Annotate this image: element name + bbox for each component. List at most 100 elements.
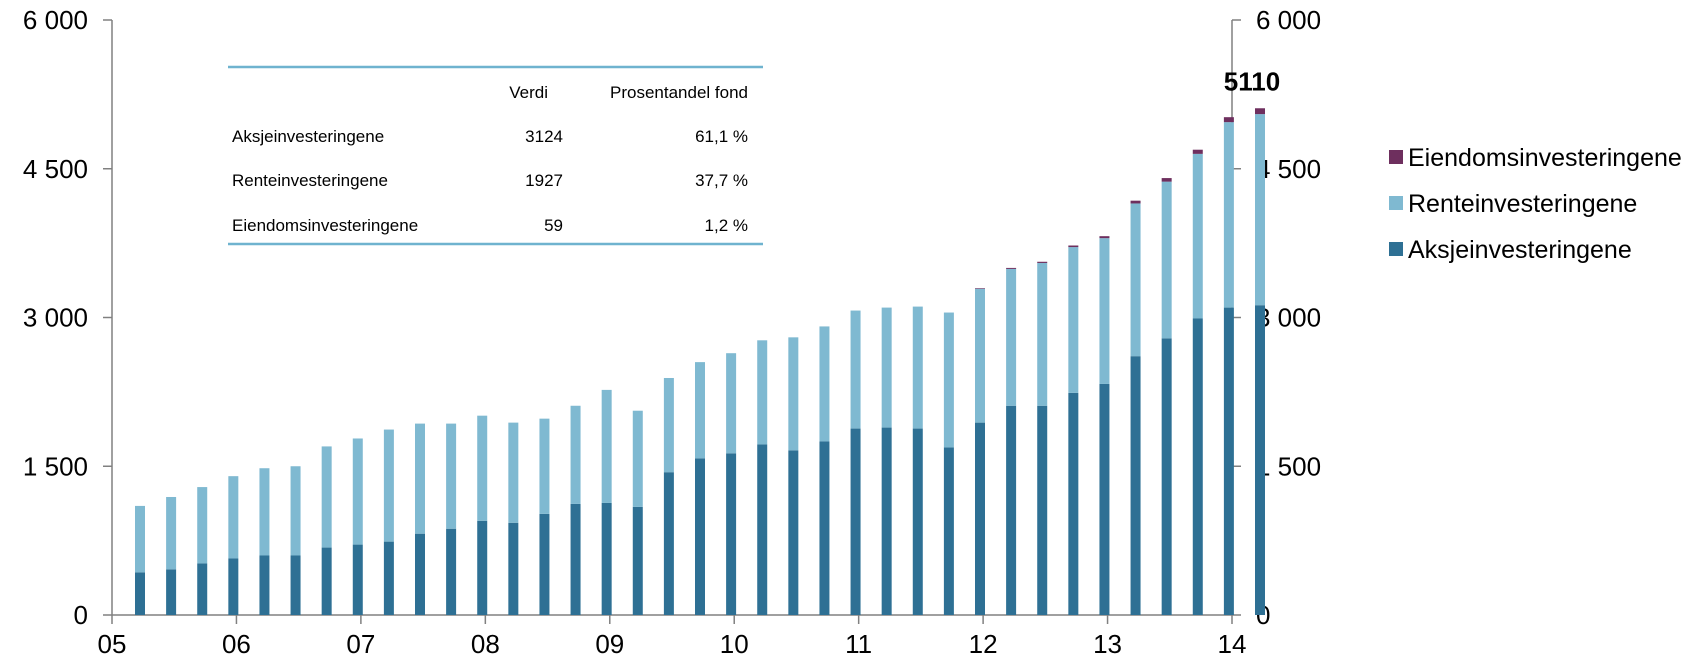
table-cell-label: Renteinvesteringene bbox=[232, 171, 388, 190]
x-tick-label: 06 bbox=[222, 629, 251, 659]
bar-renteinvesteringene bbox=[912, 306, 923, 429]
bar-aksjeinvesteringene bbox=[570, 503, 581, 615]
bar-renteinvesteringene bbox=[539, 418, 550, 514]
bar-renteinvesteringene bbox=[1130, 203, 1141, 357]
bar-aksjeinvesteringene bbox=[197, 563, 208, 615]
bar-aksjeinvesteringene bbox=[1192, 318, 1203, 615]
bar-aksjeinvesteringene bbox=[632, 506, 643, 615]
bar-eiendomsinvesteringene bbox=[1192, 149, 1203, 154]
bar-renteinvesteringene bbox=[290, 466, 301, 556]
bar-eiendomsinvesteringene bbox=[1161, 178, 1172, 182]
bar-aksjeinvesteringene bbox=[321, 547, 332, 615]
bar-aksjeinvesteringene bbox=[477, 520, 488, 615]
bar-renteinvesteringene bbox=[1068, 247, 1079, 393]
legend-swatch bbox=[1389, 242, 1403, 256]
bar-aksjeinvesteringene bbox=[228, 558, 239, 615]
bar-renteinvesteringene bbox=[1192, 153, 1203, 319]
bar-renteinvesteringene bbox=[1161, 181, 1172, 339]
bar-renteinvesteringene bbox=[446, 423, 457, 529]
bar-aksjeinvesteringene bbox=[1255, 305, 1265, 615]
x-tick-label: 14 bbox=[1218, 629, 1247, 659]
bar-aksjeinvesteringene bbox=[850, 428, 861, 615]
bar-eiendomsinvesteringene bbox=[1130, 200, 1141, 204]
y-tick-label-right: 3 000 bbox=[1256, 303, 1321, 333]
table-cell-value: 59 bbox=[544, 216, 563, 235]
bar-renteinvesteringene bbox=[508, 422, 519, 523]
bar-aksjeinvesteringene bbox=[135, 572, 145, 615]
table-cell-value: 1927 bbox=[525, 171, 563, 190]
bar-renteinvesteringene bbox=[1006, 268, 1017, 406]
bar-renteinvesteringene bbox=[1099, 238, 1110, 384]
y-tick-label-right: 6 000 bbox=[1256, 5, 1321, 35]
bar-aksjeinvesteringene bbox=[1037, 405, 1048, 615]
bar-eiendomsinvesteringene bbox=[1037, 261, 1048, 263]
bar-aksjeinvesteringene bbox=[695, 458, 705, 615]
bar-aksjeinvesteringene bbox=[975, 422, 985, 615]
bar-renteinvesteringene bbox=[975, 288, 985, 423]
bar-renteinvesteringene bbox=[383, 429, 394, 542]
bar-eiendomsinvesteringene bbox=[1099, 236, 1110, 239]
y-tick-label-left: 3 000 bbox=[23, 303, 88, 333]
x-tick-label: 07 bbox=[346, 629, 375, 659]
bar-renteinvesteringene bbox=[943, 312, 954, 448]
bar-renteinvesteringene bbox=[415, 423, 425, 534]
bar-eiendomsinvesteringene bbox=[975, 288, 985, 289]
bar-aksjeinvesteringene bbox=[290, 555, 301, 615]
bar-aksjeinvesteringene bbox=[352, 544, 363, 615]
table-header: Prosentandel fond bbox=[610, 83, 748, 102]
table-cell-label: Eiendomsinvesteringene bbox=[232, 216, 418, 235]
bar-aksjeinvesteringene bbox=[881, 427, 892, 615]
legend-label: Eiendomsinvesteringene bbox=[1408, 144, 1682, 172]
bar-renteinvesteringene bbox=[321, 446, 332, 548]
table-cell-label: Aksjeinvesteringene bbox=[232, 127, 384, 146]
x-tick-label: 09 bbox=[595, 629, 624, 659]
bar-aksjeinvesteringene bbox=[601, 502, 612, 615]
y-tick-label-right: 4 500 bbox=[1256, 154, 1321, 184]
table-cell-percent: 61,1 % bbox=[695, 127, 748, 146]
bar-renteinvesteringene bbox=[259, 468, 270, 556]
bar-aksjeinvesteringene bbox=[943, 447, 954, 615]
bar-aksjeinvesteringene bbox=[663, 472, 674, 615]
bar-renteinvesteringene bbox=[757, 340, 768, 445]
bar-eiendomsinvesteringene bbox=[1006, 267, 1017, 269]
bar-aksjeinvesteringene bbox=[415, 533, 425, 615]
legend-label: Aksjeinvesteringene bbox=[1408, 236, 1632, 264]
x-tick-label: 10 bbox=[720, 629, 749, 659]
bar-renteinvesteringene bbox=[632, 410, 643, 507]
bar-renteinvesteringene bbox=[819, 326, 830, 442]
bar-aksjeinvesteringene bbox=[446, 528, 457, 615]
y-tick-label-right: 1 500 bbox=[1256, 451, 1321, 481]
bar-renteinvesteringene bbox=[1037, 262, 1048, 406]
bar-aksjeinvesteringene bbox=[757, 444, 768, 615]
bar-renteinvesteringene bbox=[570, 405, 581, 504]
total-annotation: 5110 bbox=[1224, 66, 1280, 96]
table-cell-value: 3124 bbox=[525, 127, 563, 146]
bar-renteinvesteringene bbox=[601, 389, 612, 503]
x-tick-label: 08 bbox=[471, 629, 500, 659]
bar-renteinvesteringene bbox=[695, 362, 705, 459]
legend-swatch bbox=[1389, 150, 1403, 164]
bar-aksjeinvesteringene bbox=[726, 453, 737, 615]
x-tick-label: 11 bbox=[845, 629, 872, 659]
y-tick-label-left: 0 bbox=[74, 600, 88, 630]
bar-aksjeinvesteringene bbox=[1068, 392, 1079, 615]
x-tick-label: 13 bbox=[1093, 629, 1122, 659]
y-tick-label-left: 1 500 bbox=[23, 451, 88, 481]
bar-renteinvesteringene bbox=[477, 415, 488, 521]
bar-eiendomsinvesteringene bbox=[1223, 117, 1234, 123]
bar-aksjeinvesteringene bbox=[166, 569, 177, 615]
bar-aksjeinvesteringene bbox=[788, 450, 799, 615]
bar-renteinvesteringene bbox=[850, 310, 861, 429]
bar-renteinvesteringene bbox=[135, 505, 145, 573]
bar-renteinvesteringene bbox=[1255, 114, 1265, 306]
legend-swatch bbox=[1389, 196, 1403, 210]
bar-renteinvesteringene bbox=[197, 487, 208, 564]
table-cell-percent: 1,2 % bbox=[705, 216, 748, 235]
bar-aksjeinvesteringene bbox=[539, 513, 550, 615]
table-header: Verdi bbox=[509, 83, 548, 102]
x-tick-label: 05 bbox=[98, 629, 127, 659]
bar-renteinvesteringene bbox=[663, 377, 674, 473]
bar-aksjeinvesteringene bbox=[383, 541, 394, 615]
bar-renteinvesteringene bbox=[1223, 122, 1234, 308]
